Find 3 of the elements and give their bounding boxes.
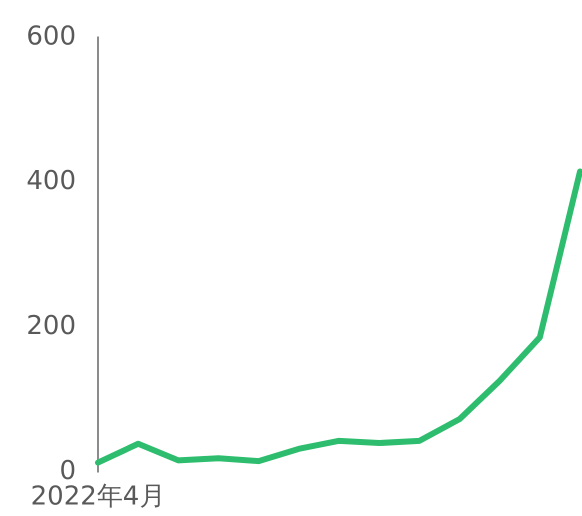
y-tick-label: 600	[26, 21, 76, 52]
y-tick-label: 400	[26, 166, 76, 196]
y-tick-label: 200	[26, 310, 76, 341]
